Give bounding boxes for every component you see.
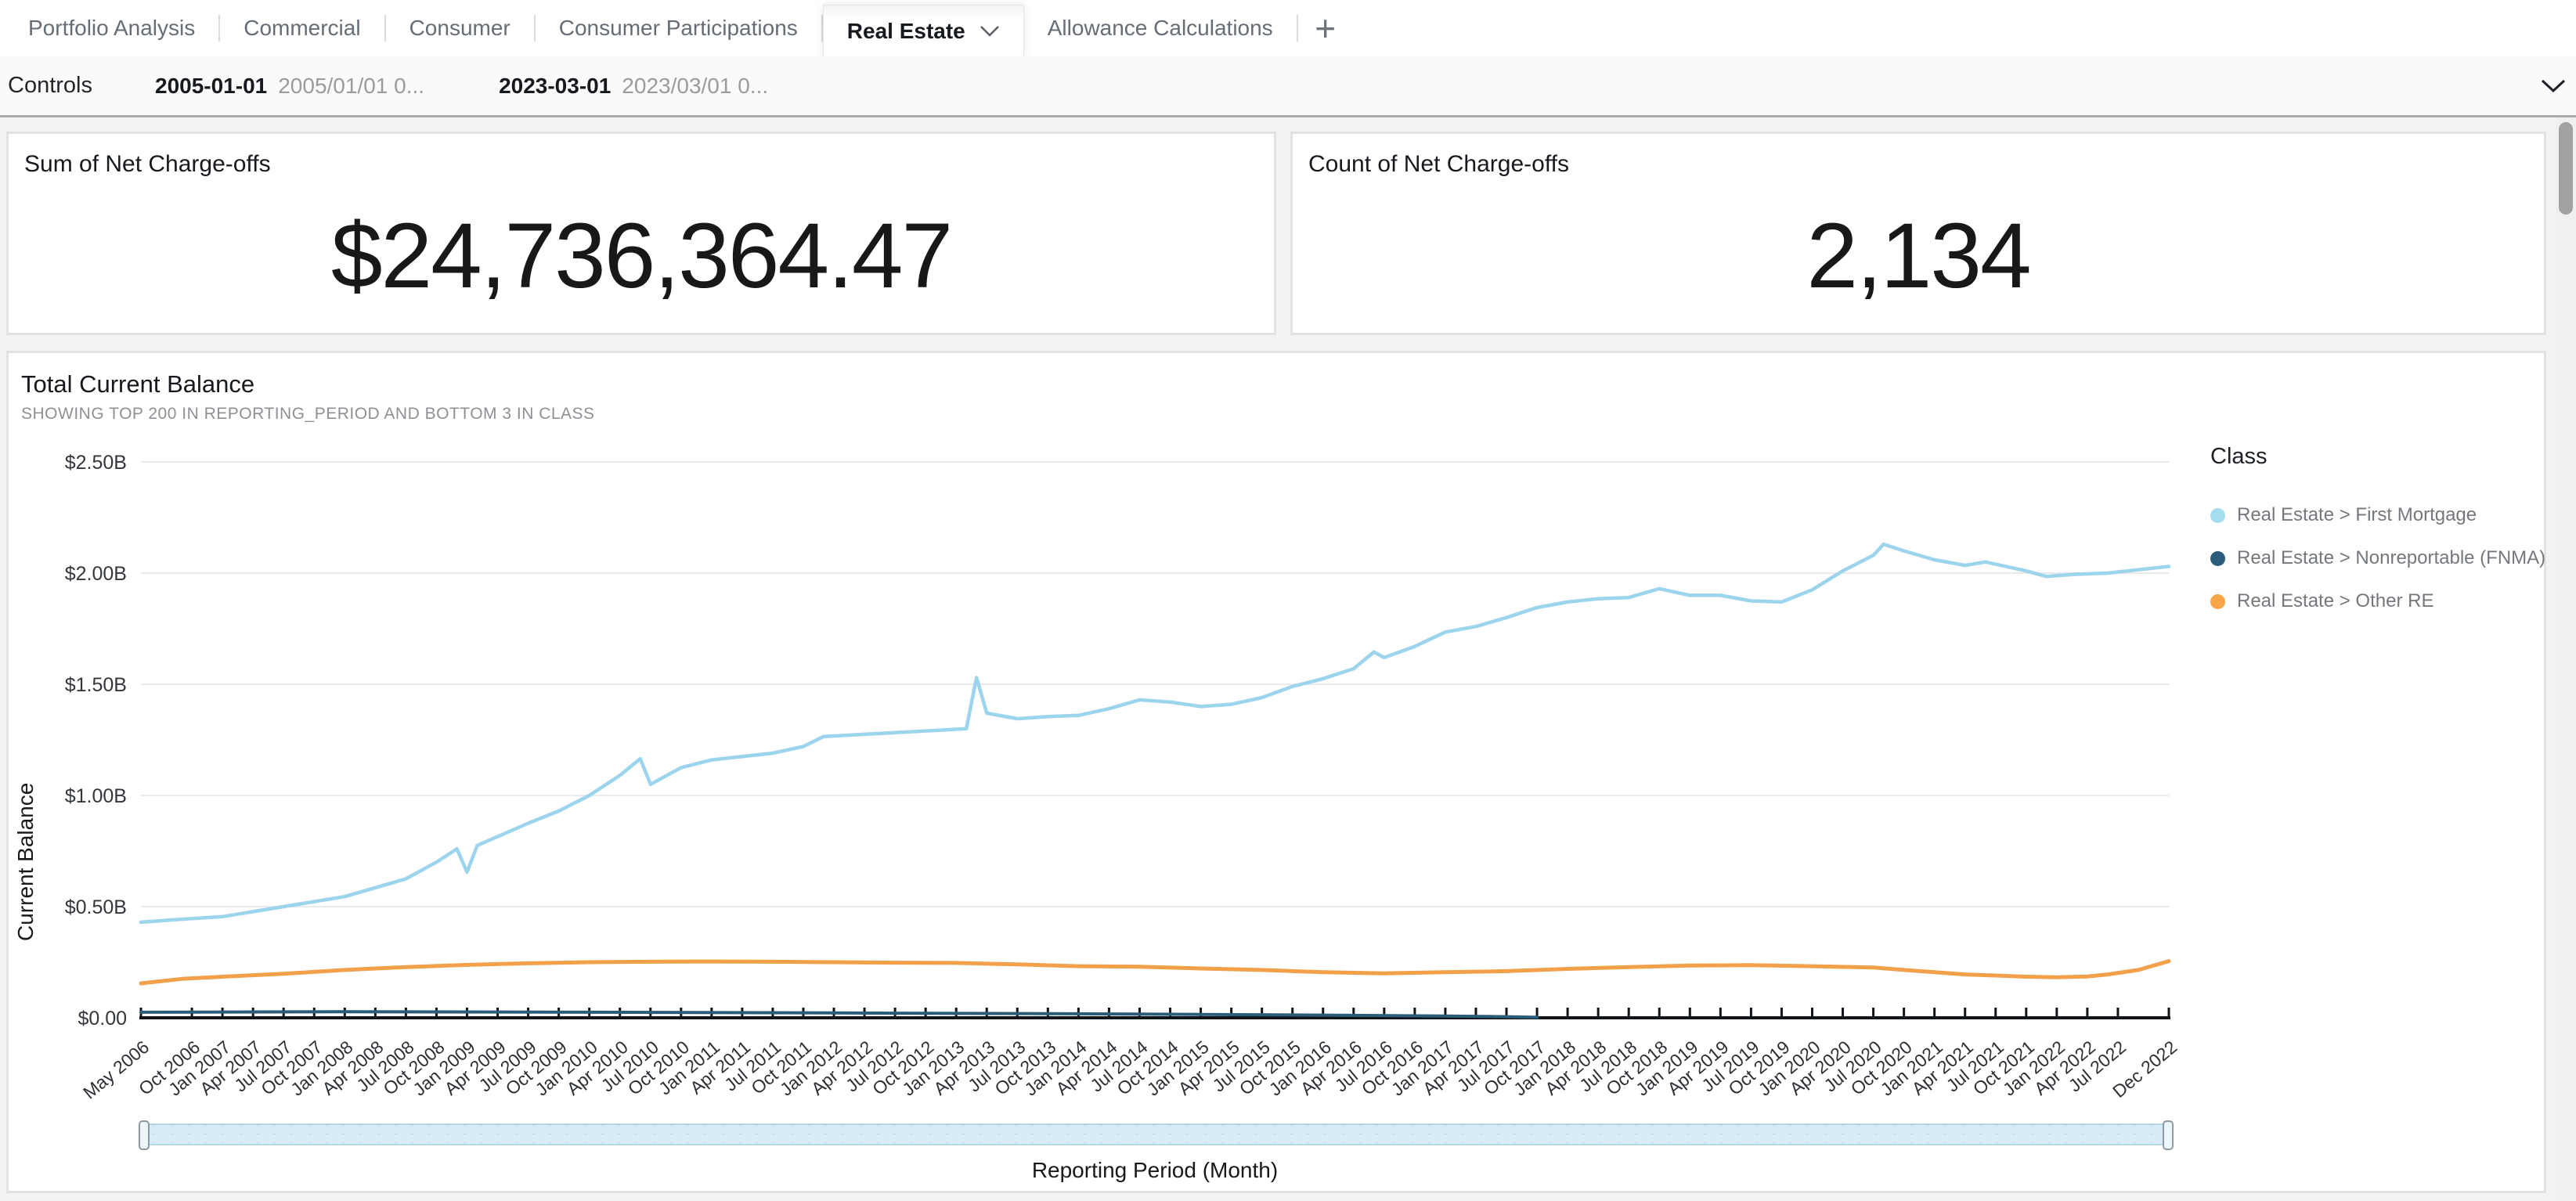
tab-separator <box>384 15 386 41</box>
x-axis-range-slider[interactable] <box>139 1120 2174 1150</box>
tab-chevron-down-icon[interactable] <box>980 24 1000 38</box>
tab-label: Consumer <box>409 16 511 40</box>
tab-portfolio-analysis[interactable]: Portfolio Analysis <box>5 0 218 56</box>
tab-label: Commercial <box>244 16 361 40</box>
tab-label: Real Estate <box>846 18 965 43</box>
x-axis-title: Reporting Period (Month) <box>1031 1158 1279 1182</box>
legend-title: Class <box>2210 444 2268 469</box>
kpi-value: 2,134 <box>1806 204 2031 308</box>
legend-label: Real Estate > Nonreportable (FNMA) <box>2237 547 2546 568</box>
controls-bar: Controls 2005-01-01 2005/01/01 0... 2023-0… <box>0 56 2576 117</box>
tab-commercial[interactable]: Commercial <box>220 0 384 56</box>
series-line[interactable] <box>139 959 2171 986</box>
chart-legend: Class Real Estate > First Mortgage Real E… <box>2210 444 2545 633</box>
legend-item[interactable]: Real Estate > Other RE <box>2210 590 2539 612</box>
y-tick-label: $1.50B <box>65 674 127 696</box>
kpi-title: Sum of Net Charge-offs <box>24 151 271 177</box>
kpi-value: $24,736,364.47 <box>330 204 953 308</box>
legend-dot-icon <box>2210 593 2225 609</box>
date-filters: 2005-01-01 2005/01/01 0... 2023-03-01 2023/… <box>155 74 768 99</box>
range-slider-left-handle[interactable] <box>139 1120 150 1150</box>
tab-label: Portfolio Analysis <box>28 16 196 40</box>
y-tick-label: $0.00 <box>78 1008 127 1030</box>
controls-expand-chevron-icon[interactable] <box>2540 77 2567 96</box>
legend-item[interactable]: Real Estate > Nonreportable (FNMA) <box>2210 547 2545 569</box>
vertical-scrollbar <box>2556 117 2576 1201</box>
range-slider-right-handle[interactable] <box>2163 1120 2174 1150</box>
tab-label: Consumer Participations <box>558 16 798 40</box>
legend-items: Real Estate > First Mortgage Real Estate … <box>2210 504 2545 612</box>
kpi-card-count-net-charge-offs: Count of Net Charge-offs 2,134 <box>1290 132 2546 335</box>
series-line[interactable] <box>139 542 2171 925</box>
y-tick-label: $1.00B <box>65 785 127 807</box>
tab-label: Allowance Calculations <box>1047 16 1273 40</box>
line-chart-panel: Total Current Balance SHOWING TOP 200 IN… <box>6 351 2546 1193</box>
controls-title: Controls <box>8 73 92 98</box>
tab-real-estate[interactable]: Real Estate <box>822 5 1024 56</box>
series-line[interactable] <box>139 1010 1539 1019</box>
kpi-card-sum-net-charge-offs: Sum of Net Charge-offs $24,736,364.47 <box>6 132 1276 335</box>
tab-consumer-participations[interactable]: Consumer Participations <box>536 0 821 56</box>
tab-separator <box>821 15 823 41</box>
sheet-tabs: Portfolio Analysis Commercial Consumer Cons… <box>0 0 1297 56</box>
tab-separator <box>533 15 536 41</box>
legend-label: Real Estate > Other RE <box>2237 590 2434 611</box>
tab-separator <box>1296 15 1298 41</box>
legend-label: Real Estate > First Mortgage <box>2237 504 2477 525</box>
legend-item[interactable]: Real Estate > First Mortgage <box>2210 504 2539 526</box>
y-tick-label: $2.50B <box>65 452 127 474</box>
date-filter-detail: 2005/01/01 0... <box>278 73 425 98</box>
chart-title: Total Current Balance <box>21 370 255 398</box>
add-sheet-button[interactable]: + <box>1315 8 1337 49</box>
chart-subtitle: SHOWING TOP 200 IN REPORTING_PERIOD AND … <box>21 405 595 423</box>
sheet-tabbar: Portfolio Analysis Commercial Consumer Cons… <box>0 0 2576 56</box>
y-tick-label: $0.50B <box>65 896 127 918</box>
date-filter-control[interactable]: 2023-03-01 2023/03/01 0... <box>499 74 768 99</box>
vertical-scrollbar-thumb[interactable] <box>2559 122 2573 215</box>
date-filter-control[interactable]: 2005-01-01 2005/01/01 0... <box>155 74 424 99</box>
date-filter-value: 2005-01-01 <box>155 73 268 98</box>
tab-consumer[interactable]: Consumer <box>386 0 534 56</box>
tab-separator <box>218 15 221 41</box>
date-filter-value: 2023-03-01 <box>499 73 612 98</box>
y-tick-label: $2.00B <box>65 563 127 585</box>
date-filter-detail: 2023/03/01 0... <box>622 73 769 98</box>
kpi-title: Count of Net Charge-offs <box>1308 151 1569 177</box>
legend-dot-icon <box>2210 550 2225 566</box>
tab-allowance-calculations[interactable]: Allowance Calculations <box>1024 0 1297 56</box>
legend-dot-icon <box>2210 507 2225 523</box>
